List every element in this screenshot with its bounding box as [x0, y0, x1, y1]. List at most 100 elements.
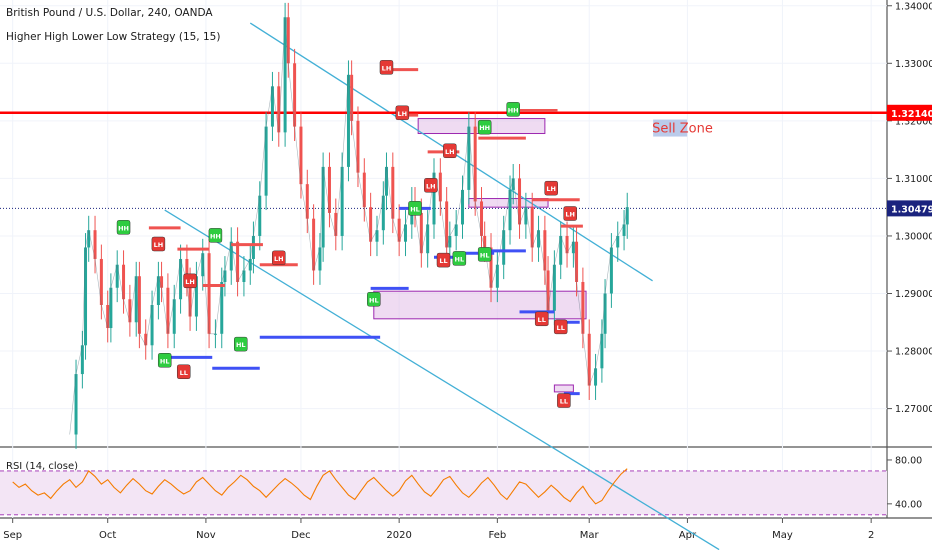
trend-channel-line: [164, 209, 720, 550]
candle-body: [312, 218, 316, 271]
swing-marker: [367, 292, 381, 307]
candle-body: [283, 17, 287, 133]
candle-body: [438, 172, 442, 202]
swing-marker: [544, 180, 558, 196]
candle-body: [530, 207, 534, 248]
swing-marker-label: LL: [538, 316, 546, 324]
time-tick-label: May: [772, 530, 793, 541]
candle-body: [318, 247, 322, 271]
candle-body: [109, 287, 113, 329]
time-tick-label: 2: [868, 530, 874, 541]
candle-body: [258, 195, 262, 236]
candle-body: [264, 126, 268, 196]
candle-body: [461, 189, 465, 225]
rsi-title: RSI (14, close): [6, 461, 78, 472]
candle-body: [587, 333, 591, 386]
candle-body: [543, 230, 547, 271]
swing-marker: [557, 393, 571, 408]
candle-body: [223, 270, 227, 282]
candle-body: [362, 172, 366, 208]
candle-body: [483, 235, 487, 248]
swing-marker-label: LH: [154, 241, 164, 249]
candle-body: [327, 166, 331, 213]
price-tick-label: 1.33000: [895, 59, 932, 70]
candle-body: [609, 247, 613, 294]
candle-body: [156, 276, 160, 306]
swing-marker-label: HL: [410, 205, 420, 213]
candle-body: [134, 276, 138, 323]
candle-body: [350, 74, 354, 121]
swing-marker: [151, 236, 166, 252]
current-price-label: 1.30479: [891, 204, 932, 215]
time-tick-label: Feb: [488, 530, 506, 541]
swing-marker-label: HH: [479, 124, 490, 132]
rsi-tick-label: 80.00: [895, 455, 922, 466]
swing-marker: [506, 102, 520, 117]
candle-body: [236, 241, 240, 282]
time-tick-label: Dec: [291, 530, 310, 541]
resistance-price-tag: [887, 104, 932, 121]
resistance-price-label: 1.32140: [891, 109, 932, 120]
candle-body: [426, 224, 430, 254]
candle-body: [511, 178, 515, 190]
swing-marker: [424, 178, 438, 193]
candle-body: [571, 241, 575, 254]
price-tick-label: 1.29000: [895, 289, 932, 300]
price-tick-label: 1.31000: [895, 174, 932, 185]
swing-marker: [443, 143, 457, 159]
candle-body: [106, 305, 110, 329]
candle-body: [502, 230, 506, 265]
candle-body: [115, 264, 119, 288]
swing-marker: [379, 60, 394, 75]
candle-body: [625, 207, 629, 225]
candle-body: [248, 258, 252, 271]
swing-marker-label: LL: [557, 324, 565, 332]
candle-body: [128, 299, 132, 323]
swing-marker: [208, 228, 223, 243]
candle-body: [432, 172, 436, 225]
swing-marker-label: LH: [382, 64, 392, 72]
candle-body: [137, 276, 141, 334]
candle-body: [340, 166, 344, 236]
candle-body: [508, 189, 512, 231]
candle-body: [495, 264, 499, 288]
swing-marker-label: HL: [236, 341, 246, 349]
candle-body: [552, 264, 556, 311]
candle-body: [603, 293, 607, 334]
swing-marker-label: LH: [565, 211, 575, 219]
swing-marker: [563, 206, 577, 221]
swing-marker-label: LH: [398, 110, 408, 118]
swing-marker-label: HL: [369, 296, 379, 304]
price-tick-label: 1.27000: [895, 404, 932, 415]
candle-body: [242, 270, 246, 282]
candle-body: [160, 276, 164, 288]
candle-body: [74, 374, 78, 435]
candle-body: [293, 63, 297, 127]
time-tick-label: 2020: [386, 530, 411, 541]
candle-body: [518, 178, 522, 225]
candle-body: [356, 120, 360, 173]
candle-body: [299, 126, 303, 185]
rsi-line: [12, 468, 628, 505]
time-tick-label: Apr: [679, 530, 697, 541]
zone-box: [553, 384, 574, 393]
candle-body: [188, 281, 192, 317]
candle-body: [213, 333, 217, 335]
candle-body: [616, 235, 620, 248]
swing-marker: [157, 353, 172, 368]
candle-body: [84, 247, 88, 346]
price-tick-label: 1.34000: [895, 1, 932, 12]
swing-marker: [477, 247, 492, 262]
candle-body: [179, 258, 183, 300]
swing-marker: [272, 250, 286, 266]
swing-marker-label: LH: [426, 182, 436, 190]
swing-marker-label: LL: [439, 257, 447, 265]
time-tick-label: Sep: [3, 530, 22, 541]
price-tick-label: 1.28000: [895, 347, 932, 358]
candle-body: [150, 305, 154, 346]
candle-body: [229, 241, 233, 271]
swing-marker: [176, 364, 191, 380]
candle-body: [201, 253, 205, 277]
swing-marker: [395, 105, 410, 121]
